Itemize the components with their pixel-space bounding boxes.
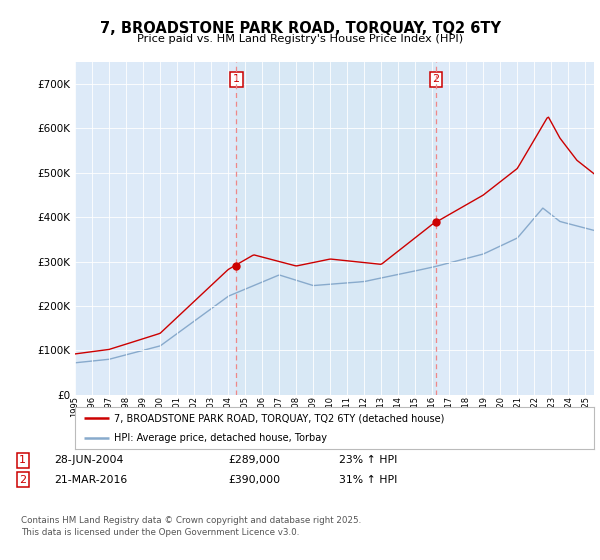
Bar: [236, 62, 436, 395]
Text: Price paid vs. HM Land Registry's House Price Index (HPI): Price paid vs. HM Land Registry's House …: [137, 34, 463, 44]
Text: £390,000: £390,000: [228, 475, 280, 485]
Text: 7, BROADSTONE PARK ROAD, TORQUAY, TQ2 6TY: 7, BROADSTONE PARK ROAD, TORQUAY, TQ2 6T…: [100, 21, 500, 36]
Text: 31% ↑ HPI: 31% ↑ HPI: [339, 475, 397, 485]
Text: 2: 2: [19, 475, 26, 485]
Text: 28-JUN-2004: 28-JUN-2004: [54, 455, 124, 465]
Text: HPI: Average price, detached house, Torbay: HPI: Average price, detached house, Torb…: [114, 433, 327, 442]
Text: £289,000: £289,000: [228, 455, 280, 465]
Text: 2: 2: [433, 74, 440, 85]
Text: Contains HM Land Registry data © Crown copyright and database right 2025.
This d: Contains HM Land Registry data © Crown c…: [21, 516, 361, 537]
Text: 7, BROADSTONE PARK ROAD, TORQUAY, TQ2 6TY (detached house): 7, BROADSTONE PARK ROAD, TORQUAY, TQ2 6T…: [114, 413, 444, 423]
Text: 1: 1: [233, 74, 240, 85]
Text: 1: 1: [19, 455, 26, 465]
Text: 21-MAR-2016: 21-MAR-2016: [54, 475, 127, 485]
Text: 23% ↑ HPI: 23% ↑ HPI: [339, 455, 397, 465]
